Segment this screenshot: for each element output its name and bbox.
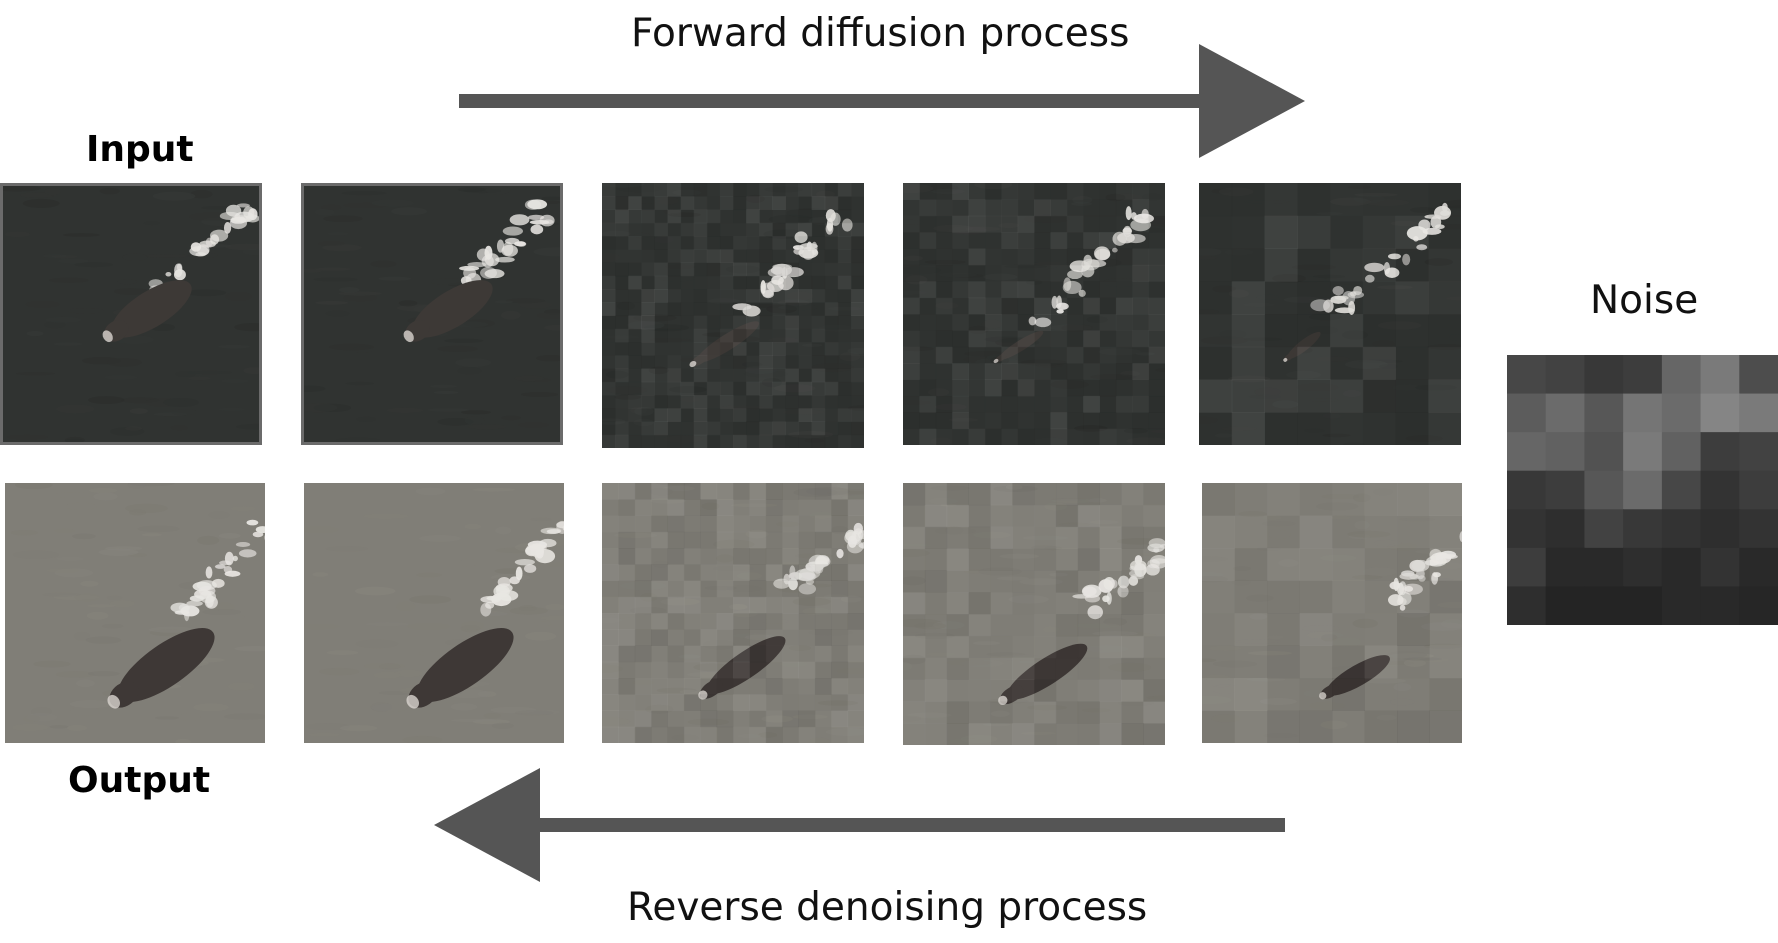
photo-graphic — [5, 483, 265, 743]
input-image-step-4 — [1199, 183, 1461, 445]
forward-arrow — [459, 44, 1305, 158]
noise-label: Noise — [1590, 278, 1699, 323]
photo-graphic — [903, 183, 1165, 445]
reverse-arrow-head — [434, 768, 540, 882]
forward-process-label: Forward diffusion process — [631, 11, 1130, 56]
pixelation-overlay — [903, 183, 1165, 445]
noise-grid — [1507, 355, 1778, 625]
photo-graphic — [304, 483, 564, 743]
output-label: Output — [68, 760, 211, 801]
photo-graphic — [903, 483, 1165, 745]
output-image-step-0 — [5, 483, 265, 743]
input-image-step-2 — [602, 183, 864, 448]
input-image-step-0 — [0, 183, 262, 445]
photo-graphic — [3, 186, 259, 442]
photo-graphic — [304, 186, 560, 442]
reverse-process-label: Reverse denoising process — [627, 885, 1148, 930]
reverse-arrow-shaft — [530, 818, 1285, 832]
pixelation-overlay — [903, 483, 1165, 745]
output-image-step-3 — [903, 483, 1165, 745]
photo-graphic — [1202, 483, 1462, 743]
pixelation-overlay — [1199, 183, 1461, 445]
input-image-step-3 — [903, 183, 1165, 445]
forward-arrow-shaft — [459, 94, 1215, 108]
input-image-step-1 — [301, 183, 563, 445]
photo-graphic — [1199, 183, 1461, 445]
pixelation-overlay — [602, 183, 864, 448]
pixelation-overlay — [1202, 483, 1462, 743]
output-image-step-4 — [1202, 483, 1462, 743]
reverse-arrow — [434, 768, 1285, 882]
input-label: Input — [86, 129, 194, 170]
photo-graphic — [602, 483, 864, 743]
output-image-step-2 — [602, 483, 864, 743]
output-image-step-1 — [304, 483, 564, 743]
noise-image — [1507, 355, 1778, 625]
pixelation-overlay — [602, 483, 864, 743]
forward-arrow-head — [1199, 44, 1305, 158]
photo-graphic — [602, 183, 864, 448]
